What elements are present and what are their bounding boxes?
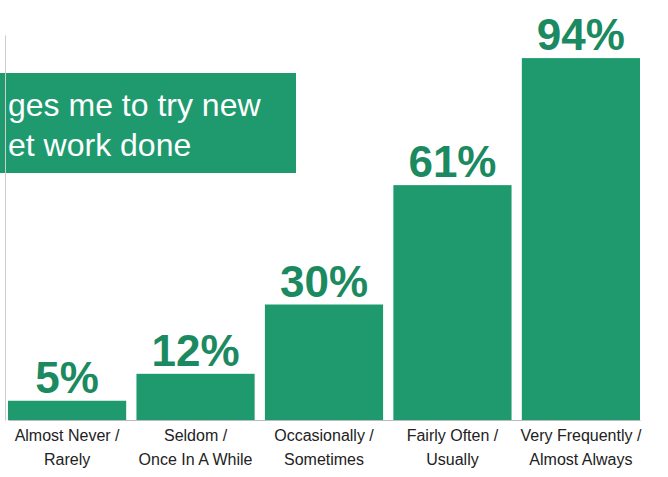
title: ges me to try newet work done xyxy=(8,87,261,163)
bar xyxy=(522,58,640,420)
x-tick: Almost Never /Rarely xyxy=(15,420,120,468)
bar xyxy=(136,374,254,420)
data-label: 5% xyxy=(35,353,99,402)
data-labels: 5% 12% 30% 61% 94% xyxy=(35,10,625,402)
x-tick: Seldom /Once In A While xyxy=(139,420,253,468)
x-tick-label: Occasionally /Sometimes xyxy=(274,427,374,467)
bars xyxy=(8,58,640,420)
x-tick-label: Fairly Often /Usually xyxy=(407,427,499,467)
x-axis-line xyxy=(9,420,641,421)
x-tick-label: Very Frequently /Almost Always xyxy=(520,427,642,467)
data-label: 12% xyxy=(152,326,240,375)
data-label: 61% xyxy=(408,137,496,186)
x-tick: Fairly Often /Usually xyxy=(407,420,499,468)
data-label: 30% xyxy=(280,257,368,306)
bar xyxy=(265,305,383,421)
x-tick: Very Frequently /Almost Always xyxy=(520,420,642,468)
title-box: ges me to try newet work done xyxy=(0,73,296,173)
bar xyxy=(393,185,511,420)
bar xyxy=(8,401,126,420)
data-label: 94% xyxy=(537,10,625,59)
title-background xyxy=(0,73,296,173)
x-tick: Occasionally /Sometimes xyxy=(274,420,374,468)
x-tick-label: Almost Never /Rarely xyxy=(15,427,120,467)
chart: ges me to try newet work done 5% 12% 30% 61%… xyxy=(0,0,668,477)
x-axis: Almost Never /Rarely Seldom /Once In A Wh… xyxy=(9,420,642,468)
x-tick-label: Seldom /Once In A While xyxy=(139,427,253,467)
y-axis-line xyxy=(5,36,6,421)
y-axis xyxy=(5,36,6,421)
